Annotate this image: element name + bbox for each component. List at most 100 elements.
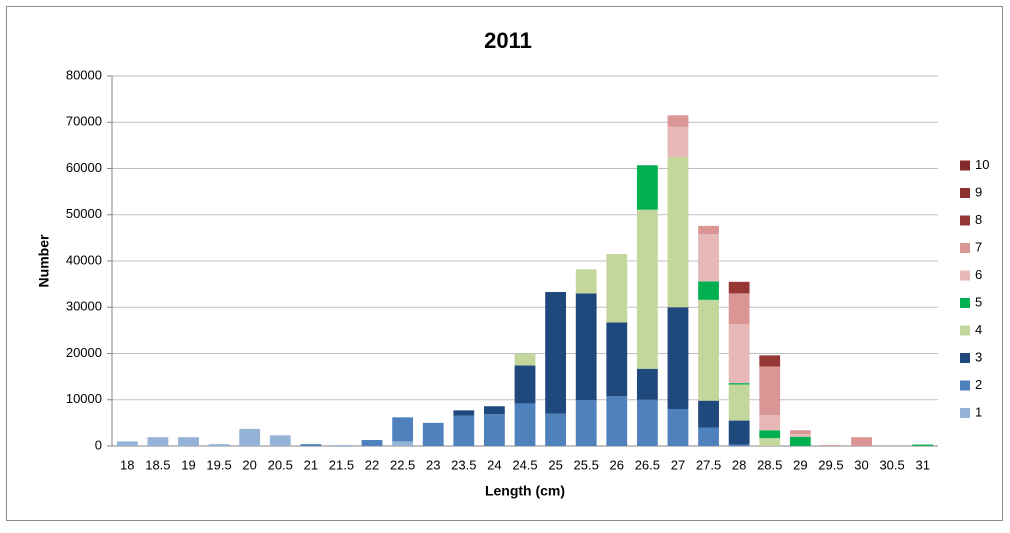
bar-segment — [789, 436, 811, 446]
bar-segment — [698, 281, 719, 300]
y-tick-label: 80000 — [66, 67, 102, 82]
bar-segment — [422, 422, 444, 446]
bar-segment — [789, 430, 811, 434]
bar-segment — [636, 165, 658, 210]
legend-label: 3 — [975, 349, 982, 364]
legend-swatch — [960, 270, 970, 281]
y-tick-label: 10000 — [66, 391, 102, 406]
bar-segment — [239, 428, 261, 446]
bar-segment — [178, 437, 199, 446]
bar-segment — [606, 254, 628, 323]
bar-segment — [116, 441, 138, 446]
legend-label: 7 — [975, 239, 982, 254]
x-tick-label: 18 — [120, 457, 134, 472]
x-tick-label: 19.5 — [206, 457, 231, 472]
bar-segment — [728, 281, 750, 294]
x-tick-label: 21 — [304, 457, 318, 472]
bar-segment — [545, 291, 566, 414]
bar-segment — [575, 269, 597, 294]
bar-segment — [698, 225, 719, 235]
bar-segment — [575, 293, 597, 401]
legend-swatch — [960, 380, 970, 391]
legend-swatch — [960, 160, 970, 171]
bar-segment — [636, 368, 658, 400]
bar-segment — [514, 353, 536, 366]
x-tick-label: 28.5 — [757, 457, 782, 472]
x-tick-label: 28 — [732, 457, 746, 472]
bar-segment — [392, 441, 414, 446]
legend-label: 4 — [975, 322, 982, 337]
bar-segment — [728, 324, 750, 384]
legend-label: 8 — [975, 212, 982, 227]
bar-segment — [759, 355, 781, 367]
x-tick-label: 22.5 — [390, 457, 415, 472]
bar-segment — [728, 420, 750, 445]
x-tick-label: 31 — [915, 457, 929, 472]
x-tick-label: 20.5 — [268, 457, 293, 472]
bar-segment — [698, 299, 719, 401]
bar-segment — [514, 403, 536, 446]
y-axis-label: Number — [36, 234, 52, 287]
legend-label: 10 — [975, 157, 989, 172]
x-tick-label: 22 — [365, 457, 379, 472]
bar-segment — [606, 396, 628, 446]
x-tick-label: 20 — [242, 457, 256, 472]
legend-label: 5 — [975, 294, 982, 309]
y-tick-label: 0 — [95, 437, 102, 452]
legend-swatch — [960, 325, 970, 336]
x-tick-label: 30 — [854, 457, 868, 472]
x-tick-label: 25.5 — [574, 457, 599, 472]
bar-segment — [300, 444, 322, 446]
y-tick-label: 60000 — [66, 160, 102, 175]
legend-label: 2 — [975, 377, 982, 392]
bar-segment — [667, 307, 689, 409]
bar-segment — [728, 293, 750, 325]
bar-segment — [667, 126, 689, 157]
y-tick-label: 40000 — [66, 252, 102, 267]
bar-segment — [667, 115, 689, 127]
legend-label: 9 — [975, 184, 982, 199]
legend-label: 1 — [975, 404, 982, 419]
bar-segment — [667, 409, 689, 446]
bar-segment — [269, 435, 291, 446]
x-tick-label: 27.5 — [696, 457, 721, 472]
y-tick-label: 70000 — [66, 114, 102, 129]
bar-segment — [147, 437, 169, 446]
x-tick-label: 24.5 — [512, 457, 537, 472]
bar-segment — [728, 383, 750, 385]
bar-segment — [728, 444, 750, 446]
x-tick-label: 29.5 — [818, 457, 843, 472]
x-tick-label: 18.5 — [145, 457, 170, 472]
bar-segment — [636, 209, 658, 369]
legend-swatch — [960, 215, 970, 226]
legend-swatch — [960, 243, 970, 253]
bar-segment — [698, 427, 719, 446]
chart-title: 2011 — [484, 28, 532, 53]
bar-segment — [759, 366, 781, 416]
bar-segment — [759, 430, 781, 439]
bar-segment — [789, 433, 811, 437]
x-tick-label: 24 — [487, 457, 501, 472]
bar-segment — [392, 417, 414, 442]
x-tick-label: 23.5 — [451, 457, 476, 472]
bar-segment — [514, 365, 536, 404]
x-tick-label: 26.5 — [635, 457, 660, 472]
x-axis-label: Length (cm) — [485, 483, 565, 499]
x-tick-label: 29 — [793, 457, 807, 472]
bar-segment — [851, 437, 872, 446]
y-tick-label: 30000 — [66, 299, 102, 314]
bar-segment — [453, 410, 475, 416]
x-tick-label: 26 — [610, 457, 624, 472]
bar-segment — [453, 415, 475, 446]
x-tick-label: 23 — [426, 457, 440, 472]
bar-segment — [208, 444, 230, 446]
bar-segment — [575, 400, 597, 446]
y-tick-label: 50000 — [66, 206, 102, 221]
bar-segment — [759, 415, 781, 431]
x-tick-label: 30.5 — [879, 457, 904, 472]
bar-segment — [636, 399, 658, 446]
legend-swatch — [960, 408, 970, 418]
bar-segment — [698, 234, 719, 282]
bar-segment — [728, 384, 750, 421]
